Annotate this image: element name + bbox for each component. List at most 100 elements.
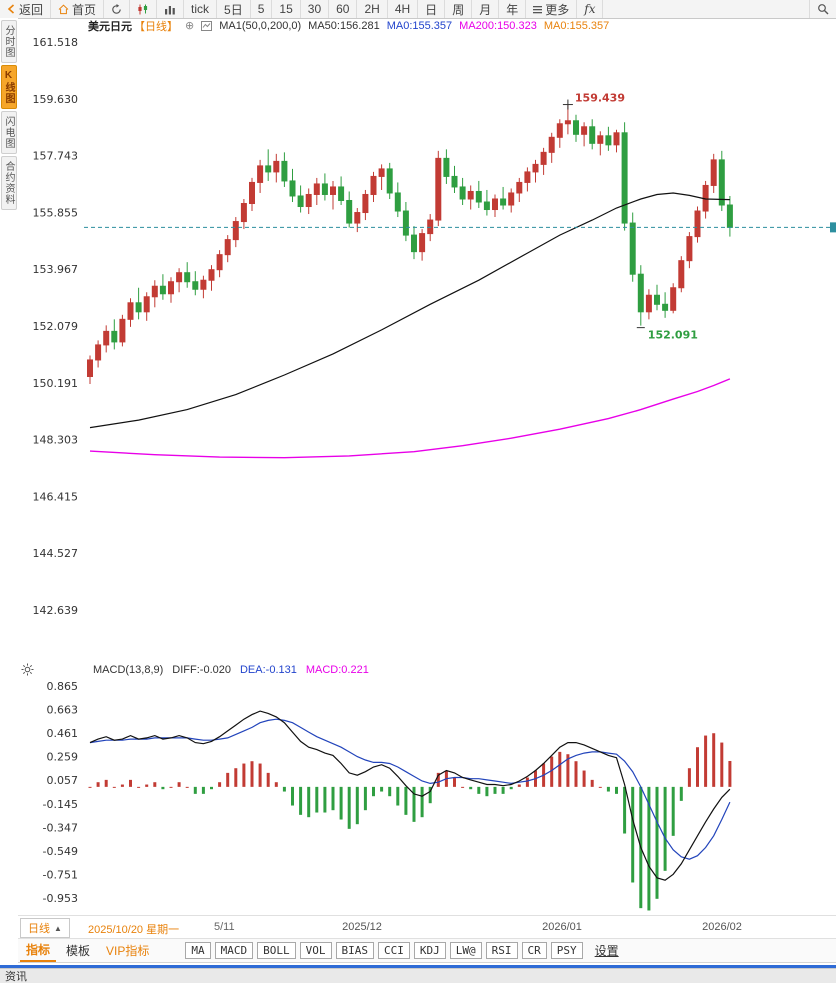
more-label: 更多 xyxy=(545,2,570,17)
tab-vip-indicator[interactable]: VIP指标 xyxy=(106,944,150,958)
interval-month-label: 月 xyxy=(479,2,492,17)
interval-tick-label: tick xyxy=(191,2,210,16)
indicator-button-boll[interactable]: BOLL xyxy=(257,942,296,959)
time-axis-label: 2026/01 xyxy=(542,921,582,933)
interval-2h-label: 2H xyxy=(364,2,380,16)
interval-tick-button[interactable]: tick xyxy=(184,0,218,18)
svg-text:155.855: 155.855 xyxy=(33,206,79,219)
macd-value: MACD:0.221 xyxy=(305,664,369,676)
sidebar-item-kline-chart[interactable]: K线图 xyxy=(1,65,17,109)
period-selector-button[interactable]: 日线 ▲ xyxy=(20,918,70,938)
status-bar: 资讯 xyxy=(0,968,836,983)
macd-header: MACD(13,8,9) DIFF:-0.020 DEA:-0.131 MACD… xyxy=(18,662,836,678)
sidebar-item-contract-info[interactable]: 合约资料 xyxy=(1,156,17,210)
interval-day-button[interactable]: 日 xyxy=(418,0,446,18)
svg-text:152.079: 152.079 xyxy=(33,320,79,333)
panel-splitter-handle[interactable] xyxy=(0,965,836,969)
interval-4h-label: 4H xyxy=(394,2,411,16)
refresh-icon xyxy=(112,3,121,14)
volume-chart-button[interactable] xyxy=(157,0,185,18)
add-compare-icon[interactable]: ⊕ xyxy=(185,19,195,32)
ma0-orange-value: MA0:155.357 xyxy=(543,20,610,32)
svg-text:146.415: 146.415 xyxy=(33,490,79,503)
symbol-name: 美元日元 xyxy=(88,21,132,33)
indicator-button-lw[interactable]: LW@ xyxy=(449,942,482,959)
svg-text:-0.549: -0.549 xyxy=(43,845,78,858)
indicator-button-vol[interactable]: VOL xyxy=(299,942,332,959)
interval-15min-label: 15 xyxy=(279,2,293,16)
indicator-button-rsi[interactable]: RSI xyxy=(485,942,518,959)
more-button[interactable]: 更多 xyxy=(526,0,578,18)
macd-indicator-chart[interactable]: 0.865 0.663 0.461 0.259 0.057 -0.145 -0.347 -0.… xyxy=(18,678,836,915)
svg-text:0.865: 0.865 xyxy=(47,680,79,693)
indicator-button-ma[interactable]: MA xyxy=(185,942,211,959)
interval-year-label: 年 xyxy=(506,2,519,17)
indicator-button-kdj[interactable]: KDJ xyxy=(413,942,446,959)
interval-5day-button[interactable]: 5日 xyxy=(217,0,251,18)
interval-month-button[interactable]: 月 xyxy=(472,0,500,18)
interval-year-button[interactable]: 年 xyxy=(499,0,527,18)
interval-5day-label: 5日 xyxy=(224,2,243,17)
ma-indicator-icon[interactable] xyxy=(201,21,213,31)
home-button[interactable]: 首页 xyxy=(51,0,105,18)
home-icon xyxy=(58,4,69,14)
chevron-up-icon: ▲ xyxy=(54,923,62,933)
left-sidebar: 分时图 K线图 闪电图 合约资料 xyxy=(0,18,18,965)
macd-diff-value: DIFF:-0.020 xyxy=(172,664,231,676)
chart-panel: 美元日元 【日线】 ⊕ MA1(50,0,200,0) MA50:156.281 … xyxy=(18,18,836,963)
interval-week-button[interactable]: 周 xyxy=(445,0,473,18)
search-icon xyxy=(818,4,829,15)
svg-text:144.527: 144.527 xyxy=(33,547,79,560)
sidebar-item-time-chart[interactable]: 分时图 xyxy=(1,20,17,63)
indicator-tabbar: 指标 模板 VIP指标 MA MACD BOLL VOL BIAS CCI KD… xyxy=(18,938,836,963)
svg-text:-0.145: -0.145 xyxy=(43,798,78,811)
tab-settings[interactable]: 设置 xyxy=(594,944,619,958)
svg-text:0.057: 0.057 xyxy=(47,774,79,787)
time-axis-label: 2025/12 xyxy=(342,921,382,933)
indicator-button-cr[interactable]: CR xyxy=(521,942,547,959)
indicator-button-psy[interactable]: PSY xyxy=(550,942,583,959)
svg-text:0.663: 0.663 xyxy=(47,704,79,717)
refresh-button[interactable] xyxy=(104,0,131,18)
indicator-button-bias[interactable]: BIAS xyxy=(335,942,374,959)
news-label[interactable]: 资讯 xyxy=(5,971,27,983)
interval-15min-button[interactable]: 15 xyxy=(272,0,301,18)
page-indicator: 5/11 xyxy=(214,921,235,933)
macd-dea-value: DEA:-0.131 xyxy=(239,664,297,676)
time-axis-label: 2026/02 xyxy=(702,921,742,933)
svg-text:-0.347: -0.347 xyxy=(43,821,78,834)
interval-60min-button[interactable]: 60 xyxy=(329,0,358,18)
candle-chart-icon xyxy=(138,4,148,14)
tab-template[interactable]: 模板 xyxy=(66,944,91,958)
formula-fx-button[interactable]: fx xyxy=(577,0,604,18)
svg-text:150.191: 150.191 xyxy=(33,377,79,390)
candle-chart-button[interactable] xyxy=(130,0,158,18)
volume-bars-icon xyxy=(165,5,175,14)
svg-text:159.439: 159.439 xyxy=(575,92,625,105)
search-button[interactable] xyxy=(809,0,836,18)
chart-header: 美元日元 【日线】 ⊕ MA1(50,0,200,0) MA50:156.281 … xyxy=(18,18,836,34)
interval-30min-label: 30 xyxy=(307,2,322,16)
home-label: 首页 xyxy=(72,2,97,17)
svg-text:161.518: 161.518 xyxy=(33,36,79,49)
interval-2h-button[interactable]: 2H xyxy=(357,0,388,18)
tab-indicator[interactable]: 指标 xyxy=(20,939,57,962)
svg-text:157.743: 157.743 xyxy=(33,150,79,163)
time-axis: 日线 ▲ 2025/10/20 星期一 5/11 2025/12 2026/01 2… xyxy=(18,915,836,938)
sidebar-item-lightning-chart[interactable]: 闪电图 xyxy=(1,111,17,154)
svg-text:142.639: 142.639 xyxy=(33,604,79,617)
svg-text:-0.953: -0.953 xyxy=(43,892,78,905)
indicator-settings-icon[interactable] xyxy=(21,663,34,679)
interval-4h-button[interactable]: 4H xyxy=(388,0,419,18)
interval-30min-button[interactable]: 30 xyxy=(301,0,330,18)
indicator-button-cci[interactable]: CCI xyxy=(378,942,410,959)
svg-text:0.259: 0.259 xyxy=(47,751,79,764)
interval-5min-button[interactable]: 5 xyxy=(251,0,273,18)
back-arrow-icon xyxy=(7,4,15,14)
fx-label: fx xyxy=(584,2,596,16)
indicator-button-macd[interactable]: MACD xyxy=(214,942,254,959)
main-candlestick-chart[interactable]: 161.518 159.630 157.743 155.855 153.967 152.0… xyxy=(18,34,836,662)
svg-text:148.303: 148.303 xyxy=(33,434,79,447)
ma0-blue-value: MA0:155.357 xyxy=(386,20,453,32)
back-button[interactable]: 返回 xyxy=(0,0,52,18)
